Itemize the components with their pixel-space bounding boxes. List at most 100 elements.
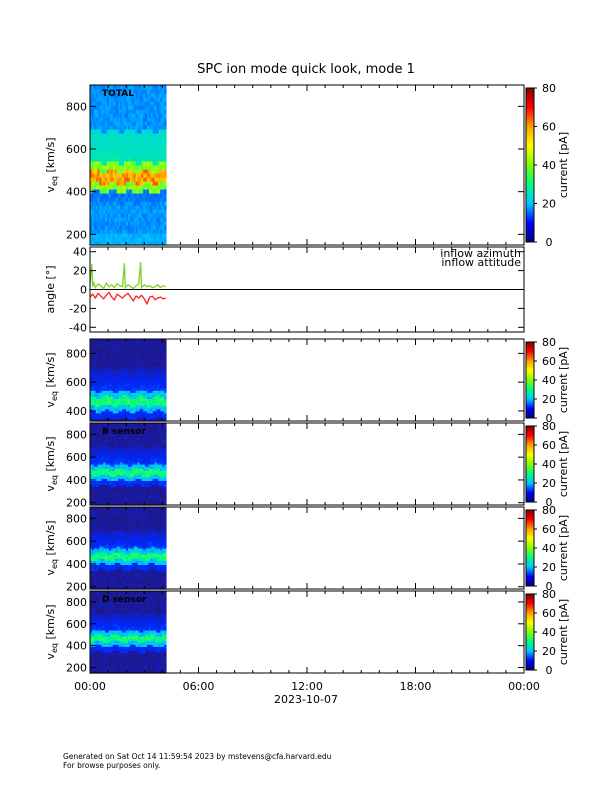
- heatmap-cell: [135, 129, 139, 134]
- heatmap-cell: [114, 466, 118, 469]
- heatmap-cell: [141, 181, 144, 186]
- heatmap-cell: [118, 137, 121, 142]
- heatmap-cell: [108, 414, 112, 418]
- heatmap-cell: [108, 355, 112, 359]
- heatmap-cell: [93, 347, 97, 350]
- heatmap-cell: [162, 402, 165, 406]
- heatmap-cell: [160, 339, 163, 342]
- heatmap-cell: [152, 85, 156, 90]
- heatmap-cell: [122, 101, 125, 106]
- heatmap-cell: [97, 217, 101, 222]
- heatmap-cell: [129, 125, 133, 130]
- heatmap-cell: [152, 217, 156, 222]
- heatmap-cell: [124, 427, 127, 430]
- heatmap-cell: [129, 357, 133, 361]
- heatmap-cell: [112, 351, 116, 354]
- heatmap-cell: [116, 105, 120, 110]
- heatmap-cell: [131, 205, 135, 210]
- heatmap-cell: [97, 365, 101, 369]
- heatmap-cell: [162, 343, 165, 346]
- heatmap-cell: [139, 476, 142, 479]
- heatmap-cell: [139, 412, 142, 416]
- heatmap-cell: [133, 345, 137, 348]
- heatmap-cell: [152, 93, 156, 98]
- heatmap-cell: [101, 185, 104, 190]
- heatmap-cell: [108, 408, 112, 412]
- heatmap-cell: [154, 145, 158, 150]
- heatmap-cell: [122, 181, 125, 186]
- heatmap-cell: [90, 105, 93, 110]
- heatmap-cell: [162, 165, 165, 170]
- heatmap-cell: [158, 205, 161, 210]
- heatmap-cell: [108, 380, 112, 383]
- heatmap-cell: [110, 353, 114, 356]
- y-axis-label: veq [km/s]: [44, 137, 59, 192]
- heatmap-cell: [137, 439, 140, 443]
- heatmap-cell: [160, 472, 163, 475]
- heatmap-cell: [97, 482, 101, 486]
- heatmap-cell: [141, 101, 144, 106]
- heatmap-cell: [118, 480, 121, 484]
- heatmap-cell: [116, 484, 120, 488]
- heatmap-cell: [146, 157, 150, 162]
- heatmap-cell: [160, 205, 163, 210]
- heatmap-cell: [129, 437, 133, 440]
- heatmap-cell: [133, 425, 137, 428]
- heatmap-cell: [105, 380, 108, 383]
- heatmap-cell: [131, 225, 135, 230]
- heatmap-cell: [103, 478, 106, 481]
- heatmap-cell: [143, 445, 146, 449]
- heatmap-cell: [145, 359, 148, 363]
- heatmap-cell: [112, 494, 116, 498]
- heatmap-cell: [91, 153, 95, 158]
- heatmap-cell: [99, 468, 102, 471]
- heatmap-cell: [164, 117, 167, 122]
- heatmap-cell: [156, 201, 159, 206]
- heatmap-cell: [90, 237, 93, 242]
- y-tick-label: 600: [66, 143, 87, 156]
- heatmap-cell: [126, 217, 129, 222]
- heatmap-cell: [107, 464, 110, 467]
- heatmap-cell: [93, 427, 97, 430]
- heatmap-cell: [137, 433, 140, 436]
- heatmap-cell: [120, 439, 123, 443]
- heatmap-cell: [158, 121, 161, 126]
- heatmap-cell: [137, 121, 140, 126]
- heatmap-cell: [148, 500, 152, 504]
- heatmap-cell: [127, 470, 131, 473]
- heatmap-cell: [99, 365, 102, 369]
- heatmap-cell: [107, 361, 110, 365]
- heatmap-cell: [127, 412, 131, 416]
- heatmap-cell: [124, 113, 127, 118]
- heatmap-cell: [162, 484, 165, 488]
- heatmap-cell: [148, 435, 152, 438]
- heatmap-cell: [143, 453, 146, 457]
- heatmap-cell: [131, 141, 135, 146]
- heatmap-cell: [126, 373, 129, 377]
- y-axis-label-unit: [km/s]: [44, 137, 57, 176]
- heatmap-cell: [118, 229, 121, 234]
- heatmap-cell: [160, 435, 163, 438]
- heatmap-cell: [112, 480, 116, 484]
- heatmap-cell: [103, 157, 106, 162]
- heatmap-cell: [137, 384, 140, 387]
- heatmap-cell: [95, 363, 99, 367]
- heatmap-cell: [118, 408, 121, 412]
- heatmap-cell: [97, 85, 101, 90]
- heatmap-cell: [110, 355, 114, 359]
- heatmap-cell: [124, 341, 127, 344]
- heatmap-cell: [105, 400, 108, 404]
- heatmap-cell: [120, 85, 123, 90]
- heatmap-cell: [127, 494, 131, 498]
- heatmap-cell: [139, 400, 142, 404]
- heatmap-cell: [152, 339, 156, 342]
- heatmap-cell: [124, 404, 127, 408]
- heatmap-cell: [124, 121, 127, 126]
- heatmap-cell: [114, 380, 118, 383]
- heatmap-cell: [127, 145, 131, 150]
- heatmap-cell: [143, 459, 146, 463]
- heatmap-cell: [164, 390, 167, 393]
- heatmap-cell: [137, 418, 140, 422]
- heatmap-cell: [143, 470, 146, 473]
- heatmap-cell: [139, 388, 142, 391]
